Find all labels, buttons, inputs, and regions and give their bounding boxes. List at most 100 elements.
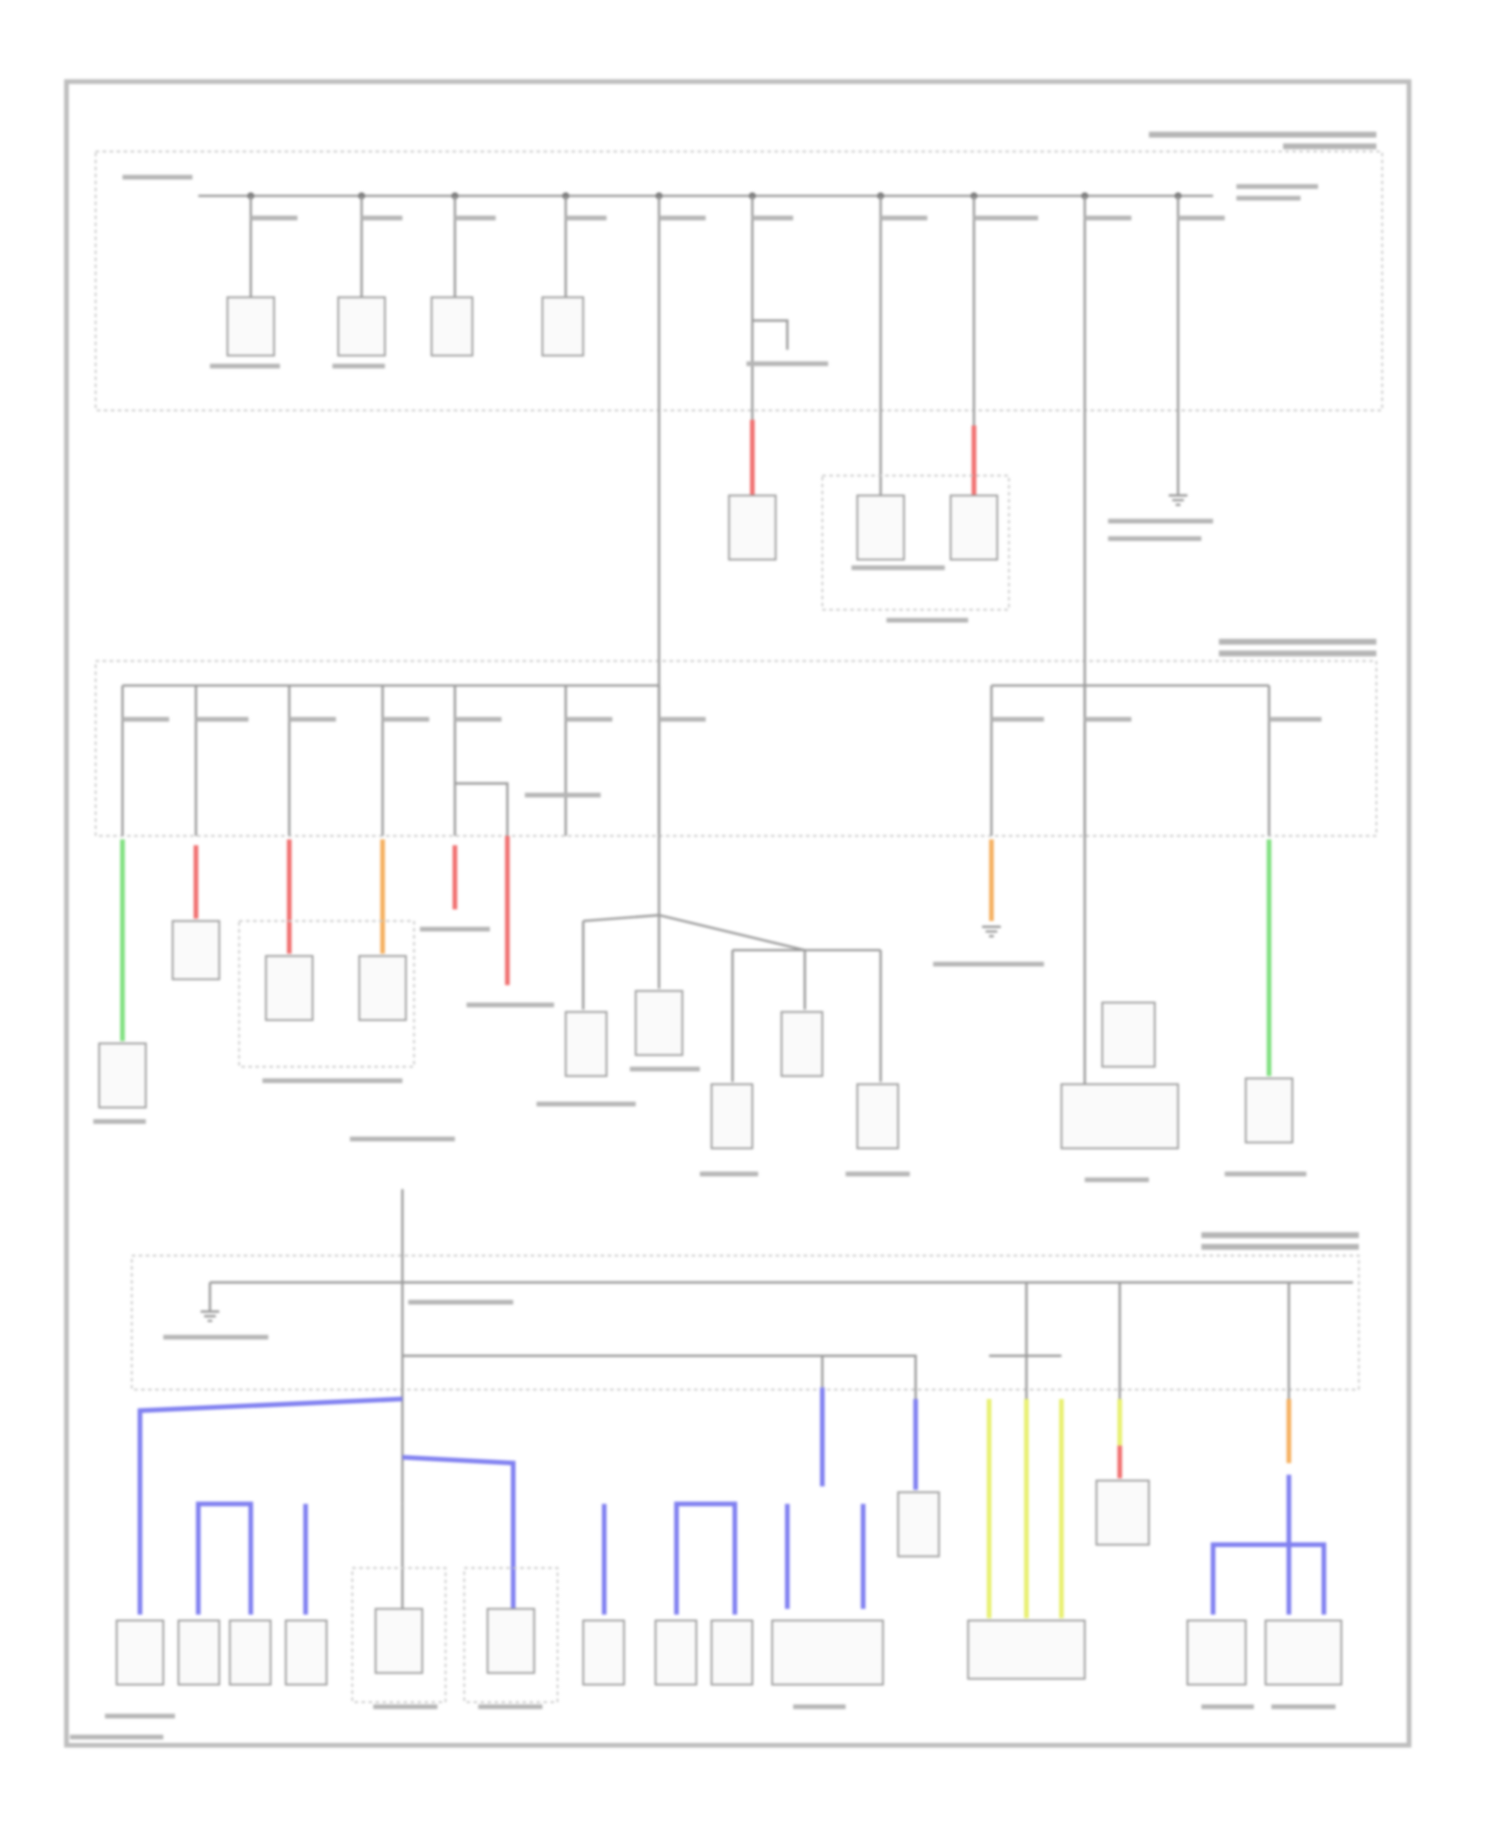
illegible-label [289,716,336,722]
component-box [1060,1083,1179,1150]
illegible-label [973,215,1039,221]
blue-wire [674,1501,738,1615]
illegible-label [991,716,1044,722]
component-box [337,296,386,357]
component-box [226,296,275,357]
component-box [1101,1001,1156,1068]
component-box [634,990,684,1056]
component-box [856,494,905,561]
ground-icon [982,925,1001,938]
illegible-label [373,1704,438,1710]
illegible-label [361,215,403,221]
components [98,296,1343,1703]
illegible-label [408,1299,514,1305]
illegible-label [104,1713,175,1719]
illegible-label [454,716,502,722]
illegible-label [1269,716,1322,722]
component-box [430,296,474,357]
illegible-label [1224,1171,1307,1177]
component-box [358,955,407,1021]
illegible-label [1236,195,1301,201]
illegible-label [536,1101,636,1107]
illegible-label [69,1734,164,1740]
component-box [177,1619,221,1686]
illegible-label [1084,1177,1149,1183]
component-box [541,296,585,357]
component-box [771,1619,884,1686]
component-box [374,1607,424,1674]
component-group [821,474,1010,611]
blue-wire [402,1454,516,1609]
gray-wire [402,1354,917,1399]
illegible-label [1084,215,1132,221]
underhood-fuse-box [94,150,1384,412]
gray-wire [583,913,806,952]
component-box [654,1619,698,1686]
illegible-label [250,215,298,221]
illegible-label [262,1078,403,1084]
component-group [463,1567,559,1703]
component-box [486,1607,536,1674]
illegible-label [93,1119,146,1124]
illegible-label [1236,184,1319,189]
illegible-label [195,716,249,722]
blue-wire [195,1501,254,1615]
component-box [265,955,314,1021]
illegible-label [659,215,706,221]
component-box [564,1011,608,1077]
illegible-label [699,1171,759,1177]
illegible-label [382,716,430,722]
illegible-label [746,361,829,367]
component-box [582,1619,625,1686]
illegible-label [886,617,969,623]
component-box [967,1619,1086,1680]
illegible-label [1148,131,1377,138]
component-box [856,1083,900,1150]
component-box [284,1619,328,1686]
illegible-label [933,961,1044,967]
illegible-label [1283,143,1377,150]
component-box [228,1619,272,1686]
illegible-label [851,565,945,571]
diagram-frame [64,79,1412,1748]
ground-icon [200,1310,220,1323]
illegible-label [349,1136,455,1142]
illegible-label [209,363,280,369]
illegible-label [478,1704,543,1710]
dash-fuse-box-right [130,1254,1360,1391]
gray-wire [752,319,789,350]
illegible-label [565,716,613,722]
illegible-label [1201,1243,1359,1250]
dash-fuse-box-left [94,660,1378,837]
illegible-label [752,215,794,221]
component-box [780,1011,824,1077]
illegible-label [122,174,193,180]
illegible-label [629,1066,700,1072]
illegible-label [163,1334,269,1340]
illegible-label [1108,536,1202,541]
illegible-label [122,716,170,722]
illegible-label [332,363,385,369]
component-box [728,494,777,561]
label-placeholders [69,131,1377,1740]
blue-wire [1210,1542,1327,1615]
component-box [710,1083,754,1150]
component-box [1264,1619,1343,1686]
component-box [1095,1479,1150,1546]
illegible-label [659,716,706,722]
illegible-label [524,792,601,798]
component-box [1186,1619,1247,1686]
illegible-label [880,215,928,221]
illegible-label [1201,1704,1254,1710]
component-box [897,1491,940,1558]
wires [120,192,1354,1619]
component-box [115,1619,165,1686]
component-box [98,1042,147,1109]
illegible-label [1271,1704,1336,1710]
component-box [171,920,221,981]
illegible-label [1108,518,1214,524]
illegible-label [466,1002,555,1008]
gray-wire [454,782,509,836]
component-box [710,1619,754,1686]
